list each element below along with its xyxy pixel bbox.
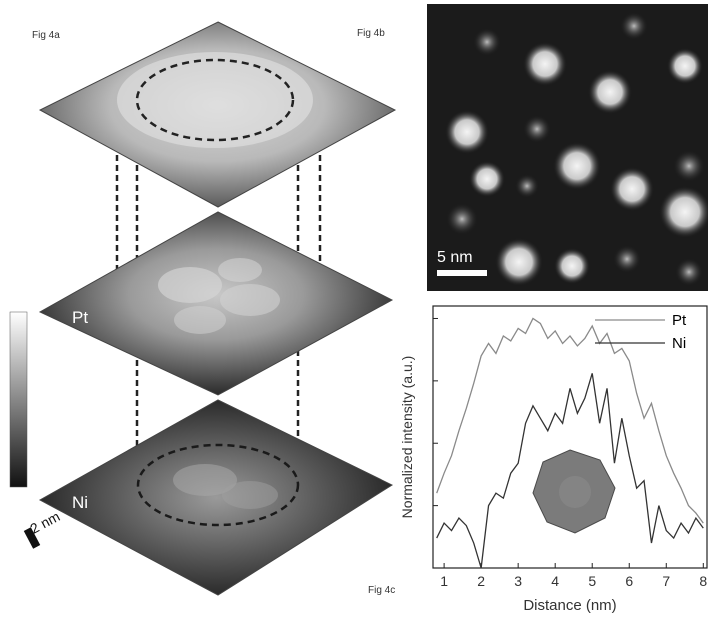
nanoparticle — [469, 161, 505, 197]
x-tick-label: 2 — [477, 573, 485, 589]
legend-pt-label: Pt — [672, 312, 687, 329]
figure-label-4c: Fig 4c — [368, 585, 396, 596]
nanoparticle — [523, 42, 567, 86]
svg-text:2 nm: 2 nm — [27, 508, 62, 537]
x-tick-label: 7 — [662, 573, 670, 589]
nanoparticle — [495, 238, 543, 286]
haadf-map-layer — [38, 21, 397, 208]
figure-label-4a: Fig 4a — [32, 30, 60, 41]
nanoparticle — [659, 186, 708, 238]
nanoparticle — [675, 258, 703, 286]
nanoparticle — [620, 12, 648, 40]
chart-legend: Pt Ni — [595, 312, 687, 352]
x-tick-label: 5 — [588, 573, 596, 589]
pt-map-layer: Pt — [38, 211, 394, 396]
pt-map-label: Pt — [72, 308, 88, 327]
nanoparticle — [610, 167, 654, 211]
nanoparticle — [667, 48, 703, 84]
x-tick-label: 3 — [514, 573, 522, 589]
x-tick-label: 1 — [440, 573, 448, 589]
nanoparticle — [613, 245, 641, 273]
ni-profile-line — [436, 373, 704, 569]
stem-micrograph: 5 nm — [427, 4, 708, 291]
x-axis-label: Distance (nm) — [523, 597, 616, 614]
nanoparticle — [446, 203, 478, 235]
y-axis-ticks — [433, 317, 438, 507]
y-axis-label: Normalized intensity (a.u.) — [399, 356, 415, 519]
ni-map-label: Ni — [72, 493, 88, 512]
particle-inset-icon — [532, 449, 616, 534]
particle-outline-dashed — [135, 58, 295, 142]
nanoparticle — [588, 70, 632, 114]
nanoparticle — [523, 115, 551, 143]
pt-profile-line — [436, 317, 704, 524]
nanoparticle — [473, 28, 501, 56]
intensity-colorbar — [9, 311, 28, 488]
nanoparticle — [445, 110, 489, 154]
scale-bar-2nm: 2 nm — [23, 508, 62, 549]
elemental-map-stack: Pt Ni 2 nm — [9, 21, 397, 596]
x-tick-label: 8 — [699, 573, 707, 589]
scale-bar-5nm — [437, 270, 487, 276]
nanoparticle-image — [445, 12, 708, 286]
ni-particle-outline-dashed — [136, 443, 300, 527]
nanoparticle — [553, 142, 601, 190]
scale-bar-5nm-label: 5 nm — [437, 249, 473, 266]
nanoparticle — [673, 150, 705, 182]
x-tick-label: 6 — [625, 573, 633, 589]
line-profile-chart: 1 2 3 4 5 6 7 8 Pt Ni Distance (nm) Normalized … — [399, 305, 708, 614]
x-tick-label: 4 — [551, 573, 559, 589]
ni-map-layer: Ni — [38, 399, 394, 596]
nanoparticle — [554, 248, 590, 284]
x-axis-ticks: 1 2 3 4 5 6 7 8 — [440, 563, 707, 589]
legend-ni-label: Ni — [672, 335, 686, 352]
nanoparticle — [515, 174, 539, 198]
figure-label-4b: Fig 4b — [357, 28, 385, 39]
